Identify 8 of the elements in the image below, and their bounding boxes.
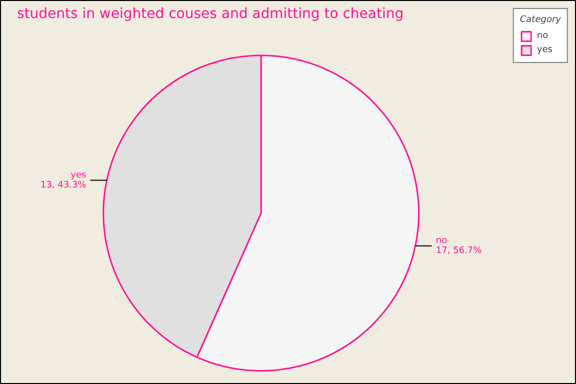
legend-label: no [536,30,550,42]
data-label: 13, 43.3% [40,180,87,190]
chart-title: students in weighted couses and admitting to cheating [16,6,404,22]
data-label: 17, 56.7% [436,246,482,256]
slice-label: yes [70,170,87,180]
slice-label: no [436,236,448,246]
legend-title: Category [520,15,561,25]
legend-label: yes [536,44,554,56]
